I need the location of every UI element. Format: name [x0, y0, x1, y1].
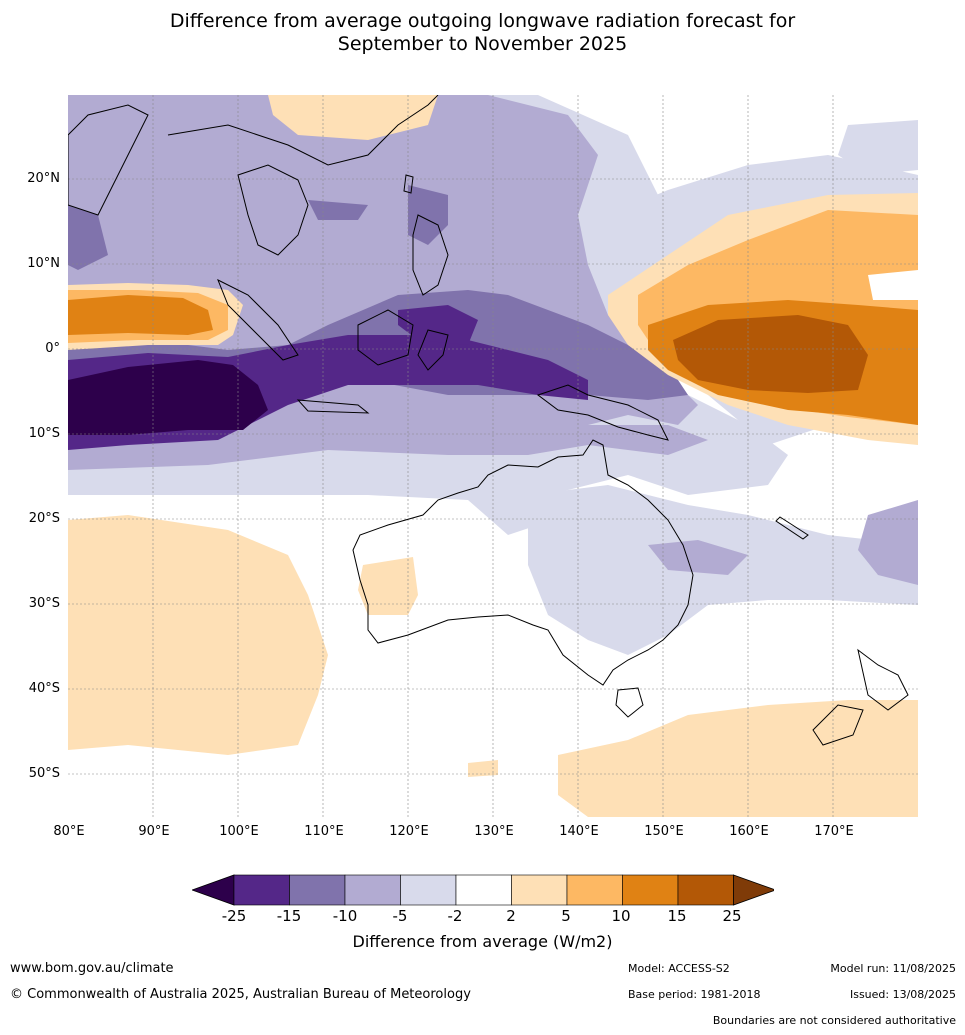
colorbar-swatch: [677, 874, 734, 906]
colorbar-swatch: [455, 874, 512, 906]
anomaly-peach-indian-ocean: [68, 515, 328, 755]
map-title: Difference from average outgoing longwav…: [0, 10, 965, 56]
disclaimer-text: Boundaries are not considered authoritat…: [712, 1014, 956, 1027]
colorbar-extend-left: [192, 874, 235, 906]
anomaly-medium-purple-aus: [648, 540, 748, 575]
lat-label-20s: 20°S: [28, 511, 60, 526]
colorbar-tick: 15: [667, 907, 687, 925]
sulawesi-coast: [417, 329, 449, 371]
tasmania-coast: [615, 687, 644, 718]
indochina-coast: [237, 164, 309, 256]
colorbar-extend-right: [733, 874, 774, 906]
colorbar-tick: -15: [276, 907, 302, 925]
anomaly-white-pacific-inset: [868, 270, 918, 300]
lon-label-90e: 90°E: [138, 824, 170, 839]
sumatra-coast: [217, 278, 299, 361]
taiwan-coast: [403, 174, 414, 194]
lat-label-20n: 20°N: [27, 171, 60, 186]
colorbar-tick: -5: [392, 907, 408, 925]
india-coast: [68, 104, 149, 216]
anomaly-deep-purple-maluku: [398, 305, 478, 345]
copyright-text: © Commonwealth of Australia 2025, Austra…: [10, 987, 471, 1002]
lon-label-150e: 150°E: [644, 824, 684, 839]
lon-label-80e: 80°E: [53, 824, 85, 839]
colorbar-tick: 25: [722, 907, 742, 925]
lon-label-160e: 160°E: [729, 824, 769, 839]
colorbar: [192, 874, 774, 906]
colorbar-swatch: [566, 874, 623, 906]
title-line-1: Difference from average outgoing longwav…: [169, 10, 796, 32]
colorbar-tick: 5: [561, 907, 571, 925]
colorbar-tick: -2: [447, 907, 463, 925]
base-period-text: Base period: 1981-2018: [628, 988, 761, 1001]
new-zealand-south: [812, 704, 864, 746]
model-text: Model: ACCESS-S2: [628, 962, 730, 975]
anomaly-dark-purple-philippines: [408, 185, 448, 245]
colorbar-swatches: [192, 874, 774, 906]
lat-label-50s: 50°S: [28, 766, 60, 781]
new-caledonia: [775, 516, 809, 540]
anomaly-medium-purple-east: [858, 500, 918, 585]
colorbar-swatch: [622, 874, 679, 906]
new-guinea-coast: [536, 384, 669, 441]
lon-label-100e: 100°E: [219, 824, 259, 839]
colorbar-swatch: [400, 874, 457, 906]
lat-label-30s: 30°S: [28, 596, 60, 611]
lat-label-40s: 40°S: [28, 681, 60, 696]
title-line-2: September to November 2025: [337, 33, 628, 55]
anomaly-peach-southern-ocean: [558, 700, 918, 817]
lat-label-10s: 10°S: [28, 426, 60, 441]
philippines-coast: [412, 214, 449, 296]
colorbar-tick: 2: [506, 907, 516, 925]
graticule: [68, 95, 918, 817]
issued-text: Issued: 13/08/2025: [849, 988, 956, 1001]
map-canvas: [68, 95, 918, 817]
anomaly-darkest-purple: [68, 360, 268, 435]
anomaly-orange-west-io: [68, 295, 213, 335]
australia-coast: [352, 439, 694, 686]
colorbar-tick: 10: [611, 907, 631, 925]
coastlines: [68, 95, 909, 746]
china-coast: [167, 95, 439, 166]
website-link[interactable]: www.bom.gov.au/climate: [10, 961, 174, 976]
borneo-coast: [357, 309, 414, 366]
model-run-text: Model run: 11/08/2025: [830, 962, 956, 975]
colorbar-swatch: [344, 874, 401, 906]
lon-label-170e: 170°E: [814, 824, 854, 839]
colorbar-tick: -10: [332, 907, 358, 925]
new-zealand-north: [857, 648, 909, 711]
lat-label-0: 0°: [45, 341, 60, 356]
anomaly-dark-purple: [68, 205, 108, 270]
lon-label-120e: 120°E: [389, 824, 429, 839]
lat-label-10n: 10°N: [27, 256, 60, 271]
lon-label-110e: 110°E: [304, 824, 344, 839]
colorbar-label: Difference from average (W/m2): [352, 932, 613, 951]
anomaly-peach-tasman: [468, 760, 498, 777]
lon-label-140e: 140°E: [559, 824, 599, 839]
olr-anomaly-map: [68, 95, 918, 817]
anomaly-peach-north: [268, 95, 438, 140]
colorbar-tick: -25: [221, 907, 247, 925]
lon-label-130e: 130°E: [474, 824, 514, 839]
colorbar-swatch: [511, 874, 568, 906]
anomaly-brown-pacific: [673, 315, 868, 393]
colorbar-swatch: [233, 874, 290, 906]
anomaly-light-purple-east-small: [838, 120, 918, 175]
colorbar-swatch: [289, 874, 346, 906]
anomaly-peach-wa: [358, 557, 418, 615]
java-coast: [296, 399, 370, 414]
